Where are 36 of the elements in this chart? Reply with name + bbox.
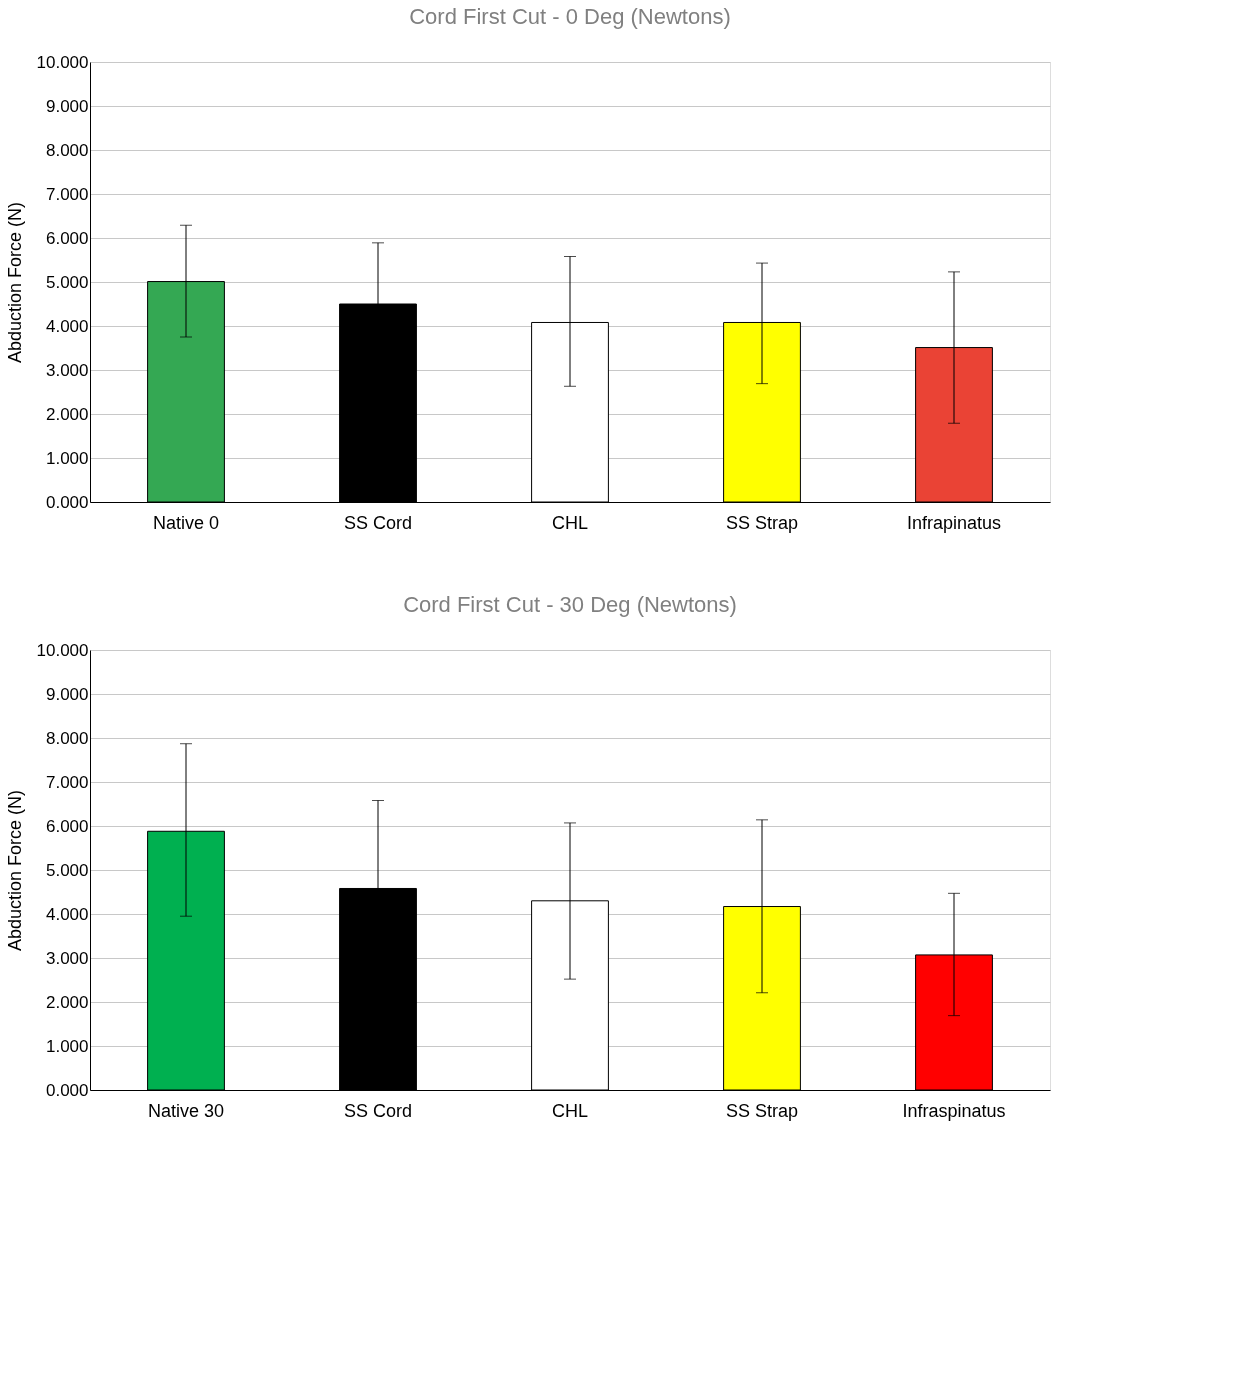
y-tick-label: 9.000	[45, 96, 89, 116]
y-tick-label: 10.000	[36, 52, 89, 72]
chart-title: Cord First Cut - 0 Deg (Newtons)	[409, 4, 731, 29]
y-tick-label: 5.000	[45, 272, 89, 292]
y-tick-label: 0.000	[45, 492, 89, 512]
x-tick-label: SS Strap	[725, 512, 799, 533]
y-tick-label: 2.000	[45, 992, 89, 1012]
y-tick-label: 0.000	[45, 1080, 89, 1100]
x-tick-label: CHL	[551, 512, 589, 533]
x-tick-label: Native 0	[152, 512, 220, 533]
y-tick-label: 9.000	[45, 684, 89, 704]
x-tick-label: Native 30	[147, 1100, 225, 1121]
y-tick-label: 8.000	[45, 140, 89, 160]
x-tick-label: SS Cord	[343, 1100, 413, 1121]
y-tick-label: 1.000	[45, 448, 89, 468]
x-tick-label: Infrapinatus	[906, 512, 1002, 533]
y-tick-label: 7.000	[45, 772, 89, 792]
x-tick-label: CHL	[551, 1100, 589, 1121]
x-tick-label: SS Strap	[725, 1100, 799, 1121]
x-tick-label: SS Cord	[343, 512, 413, 533]
y-tick-label: 6.000	[45, 816, 89, 836]
y-tick-label: 2.000	[45, 404, 89, 424]
y-tick-label: 1.000	[45, 1036, 89, 1056]
y-tick-label: 3.000	[45, 948, 89, 968]
y-tick-label: 4.000	[45, 316, 89, 336]
y-tick-label: 6.000	[45, 228, 89, 248]
y-tick-label: 4.000	[45, 904, 89, 924]
y-tick-label: 7.000	[45, 184, 89, 204]
y-tick-label: 3.000	[45, 360, 89, 380]
chart-title: Cord First Cut - 30 Deg (Newtons)	[403, 592, 737, 617]
x-tick-label: Infraspinatus	[902, 1100, 1006, 1121]
y-tick-label: 8.000	[45, 728, 89, 748]
y-tick-label: 10.000	[36, 640, 89, 660]
y-tick-label: 5.000	[45, 860, 89, 880]
y-axis-title: Abduction Force (N)	[4, 201, 25, 364]
y-axis-title: Abduction Force (N)	[4, 789, 25, 952]
